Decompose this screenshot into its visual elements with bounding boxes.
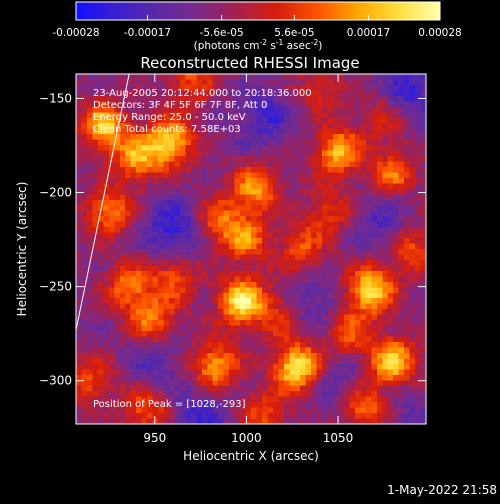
heatmap-image: [76, 74, 426, 424]
y-tick-label: −250: [39, 280, 72, 294]
y-tick-label: −200: [39, 186, 72, 200]
annotation-time: 23-Aug-2005 20:12:44.000 to 20:18:36.000: [93, 88, 312, 99]
annotation-energy: Energy Range: 25.0 - 50.0 keV: [93, 112, 246, 123]
y-tick-label: −150: [39, 91, 72, 105]
colorbar-tick-label: -0.00028: [52, 27, 99, 39]
colorbar-gradient: [75, 1, 441, 21]
colorbar-tick-label: -0.00017: [124, 27, 171, 39]
plot-frame: [75, 73, 427, 425]
x-tick-label: 950: [143, 431, 166, 445]
colorbar: -0.00028 -0.00017 -5.6e-05 5.6e-05 0.00017 0.…: [52, 1, 462, 52]
y-tick-label: −300: [39, 374, 72, 388]
annotation-detectors: Detectors: 3F 4F 5F 6F 7F 8F, Att 0: [93, 100, 267, 111]
colorbar-tick-label: 0.00028: [418, 27, 461, 39]
colorbar-tick-label: 0.00017: [347, 27, 390, 39]
colorbar-tick-label: -5.6e-05: [200, 27, 244, 39]
heatmap-raster: [76, 74, 426, 424]
colorbar-tick-label: 5.6e-05: [274, 27, 314, 39]
peak-position-label: Position of Peak = [1028,-293]: [93, 399, 246, 410]
x-tick-label: 1050: [323, 431, 354, 445]
solar-limb-line: [76, 74, 130, 331]
annotation-counts: Clean Total counts: 7.58E+03: [93, 124, 241, 135]
chart-title: Reconstructed RHESSI Image: [140, 54, 359, 72]
y-axis-label: Heliocentric Y (arcsec): [15, 182, 29, 317]
plot-axes: 950 1000 1050 −150 −200 −250 −300: [39, 74, 426, 445]
footer-timestamp: 1-May-2022 21:58: [387, 483, 497, 497]
x-axis-label: Heliocentric X (arcsec): [183, 449, 319, 463]
colorbar-unit: (photons cm-2 s-1 asec-2): [194, 38, 323, 52]
annotation-block: 23-Aug-2005 20:12:44.000 to 20:18:36.000…: [93, 88, 312, 410]
x-tick-label: 1000: [231, 431, 262, 445]
colorbar-ticks: -0.00028 -0.00017 -5.6e-05 5.6e-05 0.00017 0.…: [52, 15, 462, 39]
